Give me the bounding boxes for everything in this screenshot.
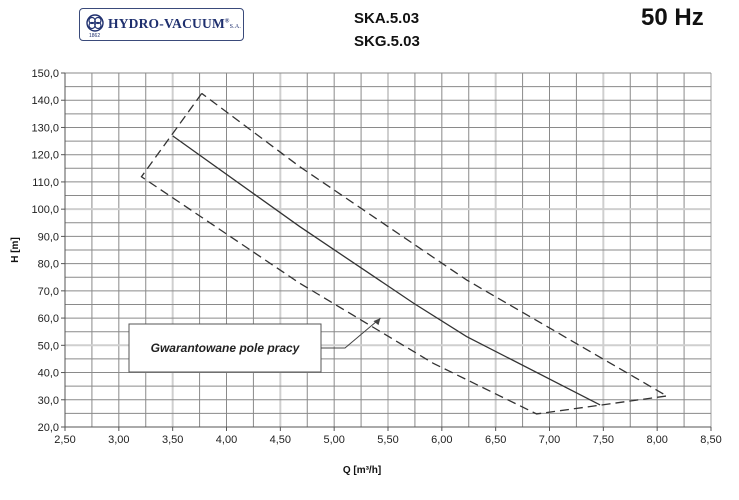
x-tick-label: 4,00 [216, 434, 237, 446]
x-tick-label: 8,00 [646, 434, 667, 446]
arrow-head-icon [373, 318, 381, 326]
y-tick-label: 110,0 [32, 177, 59, 189]
x-tick-label: 2,50 [54, 434, 75, 446]
x-tick-label: 3,50 [162, 434, 183, 446]
operating-range-boundary [140, 92, 669, 415]
x-tick-label: 7,00 [539, 434, 560, 446]
y-tick-label: 50,0 [38, 340, 59, 352]
x-tick-label: 6,50 [485, 434, 506, 446]
logo-text: HYDRO-VACUUM [108, 16, 225, 31]
y-tick-label: 20,0 [38, 422, 59, 434]
hydro-vacuum-logo: HYDRO-VACUUM®S.A. 1862 [79, 8, 244, 41]
y-tick-label: 40,0 [38, 368, 59, 380]
logo-emblem-icon [86, 14, 104, 32]
x-tick-label: 5,50 [377, 434, 398, 446]
x-axis-label: Q [m³/h] [343, 465, 381, 476]
y-tick-label: 70,0 [38, 286, 59, 298]
y-tick-label: 80,0 [38, 259, 59, 271]
y-tick-label: 130,0 [31, 122, 59, 134]
y-tick-label: 30,0 [38, 395, 59, 407]
pump-curve-line [172, 135, 601, 406]
y-axis-label: H [m] [10, 237, 21, 263]
model-title-2: SKG.5.03 [354, 33, 420, 50]
x-tick-label: 8,50 [700, 434, 721, 446]
x-tick-label: 6,00 [431, 434, 452, 446]
logo-suffix: S.A. [229, 24, 242, 30]
annotation-arrow [321, 317, 381, 349]
y-tick-label: 60,0 [38, 313, 59, 325]
x-tick-label: 4,50 [270, 434, 291, 446]
frequency-label: 50 Hz [641, 4, 704, 31]
y-tick-label: 100,0 [31, 204, 59, 216]
x-tick-label: 5,00 [323, 434, 344, 446]
model-title-1: SKA.5.03 [354, 10, 420, 27]
logo-year: 1862 [89, 33, 101, 39]
y-tick-label: 90,0 [38, 231, 59, 243]
x-tick-label: 7,50 [593, 434, 614, 446]
y-tick-label: 140,0 [31, 95, 59, 107]
x-tick-label: 3,00 [108, 434, 129, 446]
annotation-box [128, 323, 322, 373]
annotation-text: Gwarantowane pole pracy [151, 341, 301, 355]
y-tick-label: 150,0 [31, 68, 59, 80]
y-tick-label: 120,0 [31, 150, 59, 162]
